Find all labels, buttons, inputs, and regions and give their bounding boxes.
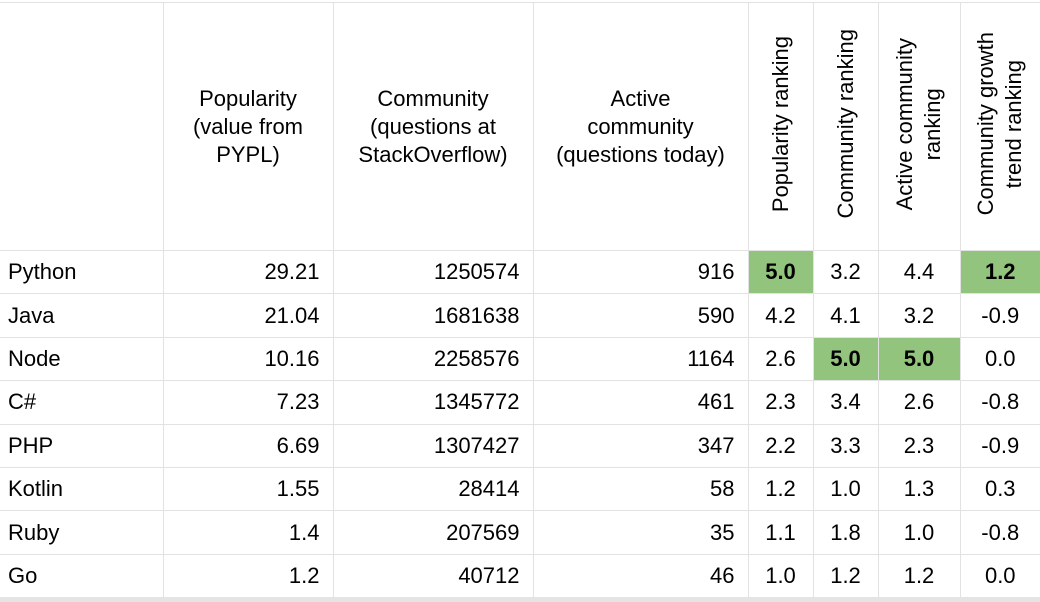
col-header-growth-trend-ranking-label: Community growth trend ranking [973,32,1027,216]
corner-header-cell[interactable] [0,2,164,251]
community-ranking-cell[interactable]: 3.3 [812,423,879,468]
active-community-cell[interactable]: 461 [532,380,749,425]
community-cell[interactable]: 28414 [332,466,534,512]
active-community-cell[interactable]: 916 [532,249,749,295]
table-row-go: Go 1.2 40712 46 1.0 1.2 1.2 0.0 [0,553,1040,599]
active-community-ranking-cell[interactable]: 2.3 [877,423,961,468]
growth-trend-ranking-cell[interactable]: -0.9 [959,293,1040,338]
growth-trend-ranking-cell[interactable]: 0.0 [959,553,1040,599]
active-community-cell[interactable]: 347 [532,423,749,468]
language-cell[interactable]: Node [0,336,164,382]
sheet-bottom-edge [0,597,1040,602]
active-community-cell[interactable]: 58 [532,466,749,512]
col-header-popularity-label: Popularity (value from PYPL) [192,85,304,167]
table-row-php: PHP 6.69 1307427 347 2.2 3.3 2.3 -0.9 [0,423,1040,468]
popularity-ranking-cell[interactable]: 2.6 [747,336,814,382]
popularity-ranking-cell[interactable]: 2.3 [747,380,814,425]
col-header-community-label: Community (questions at StackOverflow) [358,85,508,167]
table-row-node: Node 10.16 2258576 1164 2.6 5.0 5.0 0.0 [0,336,1040,382]
community-cell[interactable]: 1345772 [332,380,534,425]
active-community-cell[interactable]: 35 [532,510,749,555]
popularity-ranking-cell[interactable]: 1.1 [747,510,814,555]
col-header-growth-trend-ranking[interactable]: Community growth trend ranking [959,2,1040,251]
community-cell[interactable]: 1307427 [332,423,534,468]
language-cell[interactable]: C# [0,380,164,425]
active-community-ranking-cell[interactable]: 1.2 [877,553,961,599]
active-community-cell[interactable]: 590 [532,293,749,338]
growth-trend-ranking-cell[interactable]: 0.0 [959,336,1040,382]
community-ranking-cell[interactable]: 1.8 [812,510,879,555]
active-community-ranking-cell[interactable]: 2.6 [877,380,961,425]
col-header-community-ranking-label: Community ranking [832,29,858,219]
popularity-cell[interactable]: 1.4 [162,510,334,555]
active-community-cell[interactable]: 1164 [532,336,749,382]
active-community-ranking-cell[interactable]: 1.0 [877,510,961,555]
header-row: Popularity (value from PYPL) Community (… [0,2,1040,251]
col-header-popularity-ranking[interactable]: Popularity ranking [747,2,814,251]
community-cell[interactable]: 207569 [332,510,534,555]
community-cell[interactable]: 40712 [332,553,534,599]
active-community-ranking-cell[interactable]: 5.0 [877,336,961,382]
col-header-community[interactable]: Community (questions at StackOverflow) [332,2,534,251]
popularity-cell[interactable]: 21.04 [162,293,334,338]
col-header-popularity[interactable]: Popularity (value from PYPL) [162,2,334,251]
community-ranking-cell[interactable]: 3.2 [812,249,879,295]
popularity-cell[interactable]: 7.23 [162,380,334,425]
community-ranking-cell[interactable]: 5.0 [812,336,879,382]
language-cell[interactable]: Python [0,249,164,295]
growth-trend-ranking-cell[interactable]: -0.9 [959,423,1040,468]
popularity-ranking-cell[interactable]: 4.2 [747,293,814,338]
popularity-cell[interactable]: 1.55 [162,466,334,512]
language-cell[interactable]: Ruby [0,510,164,555]
community-cell[interactable]: 2258576 [332,336,534,382]
table-row-kotlin: Kotlin 1.55 28414 58 1.2 1.0 1.3 0.3 [0,466,1040,512]
popularity-cell[interactable]: 29.21 [162,249,334,295]
active-community-ranking-cell[interactable]: 3.2 [877,293,961,338]
popularity-ranking-cell[interactable]: 1.0 [747,553,814,599]
community-cell[interactable]: 1681638 [332,293,534,338]
language-cell[interactable]: Go [0,553,164,599]
col-header-popularity-ranking-label: Popularity ranking [767,35,793,213]
table-row-java: Java 21.04 1681638 590 4.2 4.1 3.2 -0.9 [0,293,1040,338]
table-row-python: Python 29.21 1250574 916 5.0 3.2 4.4 1.2 [0,249,1040,295]
language-cell[interactable]: Java [0,293,164,338]
popularity-cell[interactable]: 10.16 [162,336,334,382]
col-header-active-community-ranking-label: Active community ranking [892,37,945,211]
table-row-csharp: C# 7.23 1345772 461 2.3 3.4 2.6 -0.8 [0,380,1040,425]
table-row-ruby: Ruby 1.4 207569 35 1.1 1.8 1.0 -0.8 [0,510,1040,555]
popularity-ranking-cell[interactable]: 5.0 [747,249,814,295]
language-cell[interactable]: Kotlin [0,466,164,512]
growth-trend-ranking-cell[interactable]: 1.2 [959,249,1040,295]
community-ranking-cell[interactable]: 1.2 [812,553,879,599]
col-header-active-community-ranking[interactable]: Active community ranking [877,2,961,251]
language-cell[interactable]: PHP [0,423,164,468]
col-header-active-community-label: Active community (questions today) [556,85,725,167]
growth-trend-ranking-cell[interactable]: 0.3 [959,466,1040,512]
col-header-community-ranking[interactable]: Community ranking [812,2,879,251]
community-ranking-cell[interactable]: 3.4 [812,380,879,425]
community-ranking-cell[interactable]: 4.1 [812,293,879,338]
growth-trend-ranking-cell[interactable]: -0.8 [959,510,1040,555]
popularity-cell[interactable]: 6.69 [162,423,334,468]
community-cell[interactable]: 1250574 [332,249,534,295]
growth-trend-ranking-cell[interactable]: -0.8 [959,380,1040,425]
col-header-active-community[interactable]: Active community (questions today) [532,2,749,251]
active-community-cell[interactable]: 46 [532,553,749,599]
popularity-ranking-cell[interactable]: 2.2 [747,423,814,468]
active-community-ranking-cell[interactable]: 4.4 [877,249,961,295]
active-community-ranking-cell[interactable]: 1.3 [877,466,961,512]
popularity-cell[interactable]: 1.2 [162,553,334,599]
popularity-ranking-cell[interactable]: 1.2 [747,466,814,512]
community-ranking-cell[interactable]: 1.0 [812,466,879,512]
